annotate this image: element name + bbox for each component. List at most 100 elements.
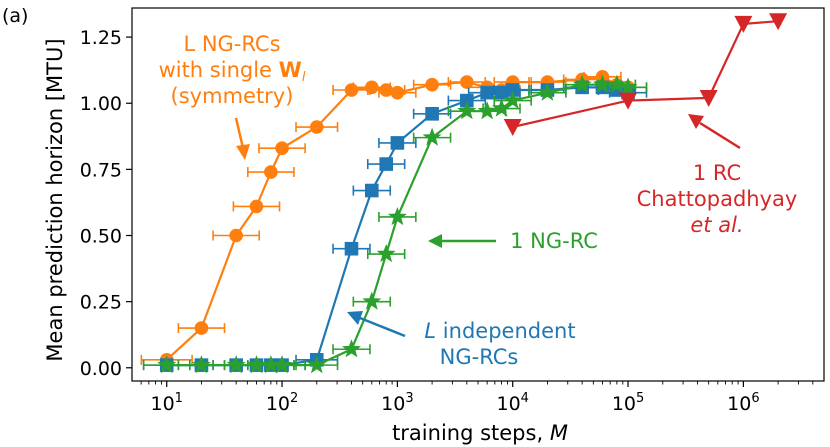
blue-annotation-line1: L independent (424, 319, 575, 343)
x-tick-base: 10 (612, 393, 636, 415)
y-tick-label: 0.00 (80, 358, 122, 380)
data-point (344, 83, 359, 97)
series-star (142, 74, 648, 374)
x-axis-label-text: training steps, (392, 421, 550, 445)
orange-annotation-line1: L NG-RCs (183, 32, 280, 56)
data-point (342, 339, 361, 358)
data-point (769, 13, 788, 31)
blue-annotation-line2: NG-RCs (440, 345, 519, 369)
x-tick-exp: 3 (405, 391, 413, 406)
y-axis-label: Mean prediction horizon [MTU] (43, 38, 67, 361)
x-tick-label: 103 (381, 391, 413, 415)
data-point (618, 77, 638, 96)
data-point (537, 82, 557, 101)
blue-annotation-rest: independent (436, 319, 575, 343)
data-point (572, 74, 592, 93)
data-point (422, 127, 442, 146)
x-tick-exp: 4 (521, 391, 529, 406)
data-point (249, 199, 264, 214)
data-point (247, 355, 266, 374)
data-point (699, 89, 718, 107)
orange-arrow (234, 117, 245, 149)
data-point (492, 98, 512, 117)
data-point (503, 119, 522, 137)
data-point (390, 136, 405, 150)
data-point (734, 15, 753, 33)
data-point (505, 83, 520, 97)
data-point (379, 83, 394, 97)
blue-arrow-head (347, 311, 363, 325)
data-point (460, 75, 474, 89)
y-tick-label: 0.25 (80, 292, 122, 314)
orange-annotation-line2: with single Wl (159, 58, 306, 85)
y-tick-label: 0.75 (80, 159, 122, 181)
green-arrow-head (428, 234, 442, 248)
x-tick-exp: 1 (175, 391, 183, 406)
data-point (229, 228, 243, 243)
red-annotation-line1: 1 RC (693, 161, 741, 185)
orange-annotation-line3: (symmetry) (171, 84, 294, 108)
annotation-texts: L NG-RCs with single Wl (symmetry) 1 NG-… (159, 32, 798, 369)
data-point (480, 85, 494, 100)
data-point (272, 355, 292, 374)
x-tick-base: 10 (150, 393, 174, 415)
x-tick-label: 101 (150, 391, 182, 415)
data-point (226, 355, 246, 374)
x-tick-base: 10 (381, 393, 405, 415)
blue-arrow (359, 316, 406, 338)
annotation-arrows (234, 114, 741, 338)
panel-label: (a) (2, 5, 28, 27)
red-annotation-line3: et al. (690, 213, 743, 237)
x-tick-base: 10 (496, 393, 520, 415)
series-layer (140, 13, 788, 374)
data-point (425, 107, 439, 121)
x-tick-base: 10 (727, 393, 751, 415)
orange-annotation-bold: W (279, 58, 302, 82)
blue-annotation-italic: L (424, 319, 436, 343)
data-point (477, 101, 497, 120)
data-point (425, 77, 439, 92)
data-point (362, 291, 382, 310)
red-arrow-head (688, 114, 704, 129)
orange-annotation-text: with single (159, 58, 279, 82)
data-point (364, 183, 379, 198)
data-point (593, 74, 612, 93)
data-point (157, 355, 177, 374)
y-tick-label: 1.25 (80, 27, 122, 49)
x-tick-exp: 6 (751, 391, 759, 406)
data-point (194, 321, 209, 335)
series-triangle-down (503, 13, 788, 137)
x-tick-label: 106 (727, 391, 759, 415)
x-tick-exp: 5 (636, 391, 644, 406)
data-point (364, 80, 379, 95)
x-tick-exp: 2 (290, 391, 298, 406)
data-point (390, 85, 405, 100)
data-point (307, 355, 327, 374)
data-point (387, 207, 407, 226)
x-tick-label: 105 (612, 391, 644, 415)
y-tick-label: 1.00 (80, 93, 122, 115)
data-point (457, 101, 477, 120)
data-point (503, 90, 523, 109)
orange-arrow-head (236, 144, 250, 160)
x-axis-label-var: M (550, 421, 568, 445)
plot-frame (131, 7, 825, 382)
x-tick-base: 10 (266, 393, 290, 415)
data-point (309, 120, 324, 134)
data-point (376, 244, 396, 263)
x-tick-label: 104 (496, 391, 528, 415)
data-point (460, 93, 474, 108)
data-point (344, 241, 359, 256)
y-tick-label: 0.50 (80, 226, 122, 248)
data-point (379, 157, 394, 171)
series-line (512, 20, 779, 129)
x-tick-label: 102 (266, 391, 298, 415)
x-axis-label: training steps, M (392, 421, 568, 445)
data-point (494, 85, 509, 100)
green-annotation: 1 NG-RC (510, 229, 598, 253)
red-annotation-line2: Chattopadhyay (637, 187, 798, 211)
orange-annotation-sub: l (302, 70, 306, 85)
data-point (619, 92, 638, 110)
